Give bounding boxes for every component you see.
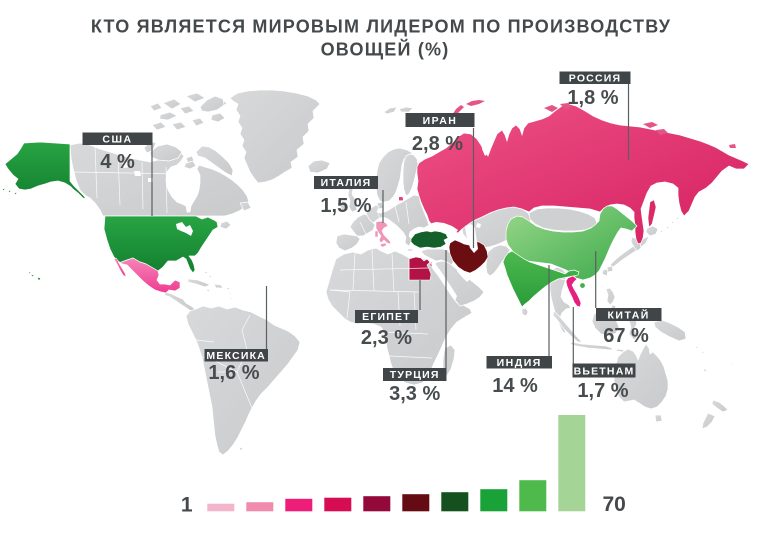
svg-text:1,7 %: 1,7 %: [577, 380, 628, 402]
svg-text:3,3 %: 3,3 %: [389, 383, 440, 405]
svg-text:1,5 %: 1,5 %: [320, 195, 371, 217]
svg-text:ИТАЛИЯ: ИТАЛИЯ: [321, 177, 372, 189]
svg-text:ИРАН: ИРАН: [423, 115, 458, 127]
svg-text:МЕКСИКА: МЕКСИКА: [206, 350, 266, 362]
svg-text:4 %: 4 %: [100, 151, 135, 173]
svg-text:1,6 %: 1,6 %: [208, 362, 259, 384]
svg-text:67 %: 67 %: [603, 325, 649, 347]
svg-text:РОССИЯ: РОССИЯ: [569, 72, 622, 84]
svg-text:КТО ЯВЛЯЕТСЯ МИРОВЫМ ЛИДЕРОМ П: КТО ЯВЛЯЕТСЯ МИРОВЫМ ЛИДЕРОМ ПО ПРОИЗВОД…: [91, 17, 671, 37]
svg-text:ОВОЩЕЙ (%): ОВОЩЕЙ (%): [321, 39, 450, 60]
svg-text:2,3 %: 2,3 %: [361, 327, 412, 349]
svg-text:ИНДИЯ: ИНДИЯ: [497, 357, 542, 369]
svg-text:ВЬЕТНАМ: ВЬЕТНАМ: [574, 366, 635, 378]
svg-text:1,8 %: 1,8 %: [567, 87, 618, 109]
svg-text:США: США: [102, 133, 132, 145]
svg-text:14 %: 14 %: [492, 375, 538, 397]
svg-text:70: 70: [603, 493, 626, 516]
svg-text:2,8 %: 2,8 %: [412, 133, 463, 155]
svg-text:ЕГИПЕТ: ЕГИПЕТ: [362, 311, 411, 323]
svg-text:1: 1: [181, 494, 193, 517]
svg-text:ТУРЦИЯ: ТУРЦИЯ: [390, 369, 440, 381]
svg-text:КИТАЙ: КИТАЙ: [608, 308, 650, 321]
